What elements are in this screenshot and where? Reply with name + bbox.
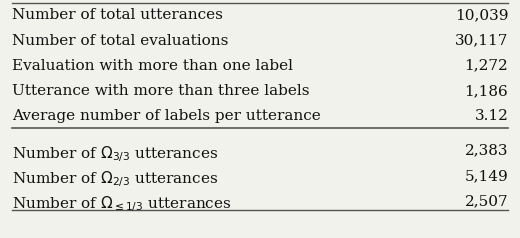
Text: Number of $\Omega_{\leq 1/3}$ utterances: Number of $\Omega_{\leq 1/3}$ utterances bbox=[12, 194, 231, 214]
Text: Number of total evaluations: Number of total evaluations bbox=[12, 34, 228, 48]
Text: 10,039: 10,039 bbox=[455, 8, 508, 22]
Text: 2,383: 2,383 bbox=[465, 144, 508, 158]
Text: Number of $\Omega_{3/3}$ utterances: Number of $\Omega_{3/3}$ utterances bbox=[12, 144, 218, 164]
Text: 1,186: 1,186 bbox=[464, 84, 508, 98]
Text: Number of $\Omega_{2/3}$ utterances: Number of $\Omega_{2/3}$ utterances bbox=[12, 169, 218, 189]
Text: Evaluation with more than one label: Evaluation with more than one label bbox=[12, 59, 293, 73]
Text: Utterance with more than three labels: Utterance with more than three labels bbox=[12, 84, 309, 98]
Text: 3.12: 3.12 bbox=[474, 109, 508, 123]
Text: 5,149: 5,149 bbox=[464, 169, 508, 183]
Text: 2,507: 2,507 bbox=[465, 194, 508, 208]
Text: 30,117: 30,117 bbox=[455, 34, 508, 48]
Text: 1,272: 1,272 bbox=[464, 59, 508, 73]
Text: Number of total utterances: Number of total utterances bbox=[12, 8, 223, 22]
Text: Average number of labels per utterance: Average number of labels per utterance bbox=[12, 109, 320, 123]
